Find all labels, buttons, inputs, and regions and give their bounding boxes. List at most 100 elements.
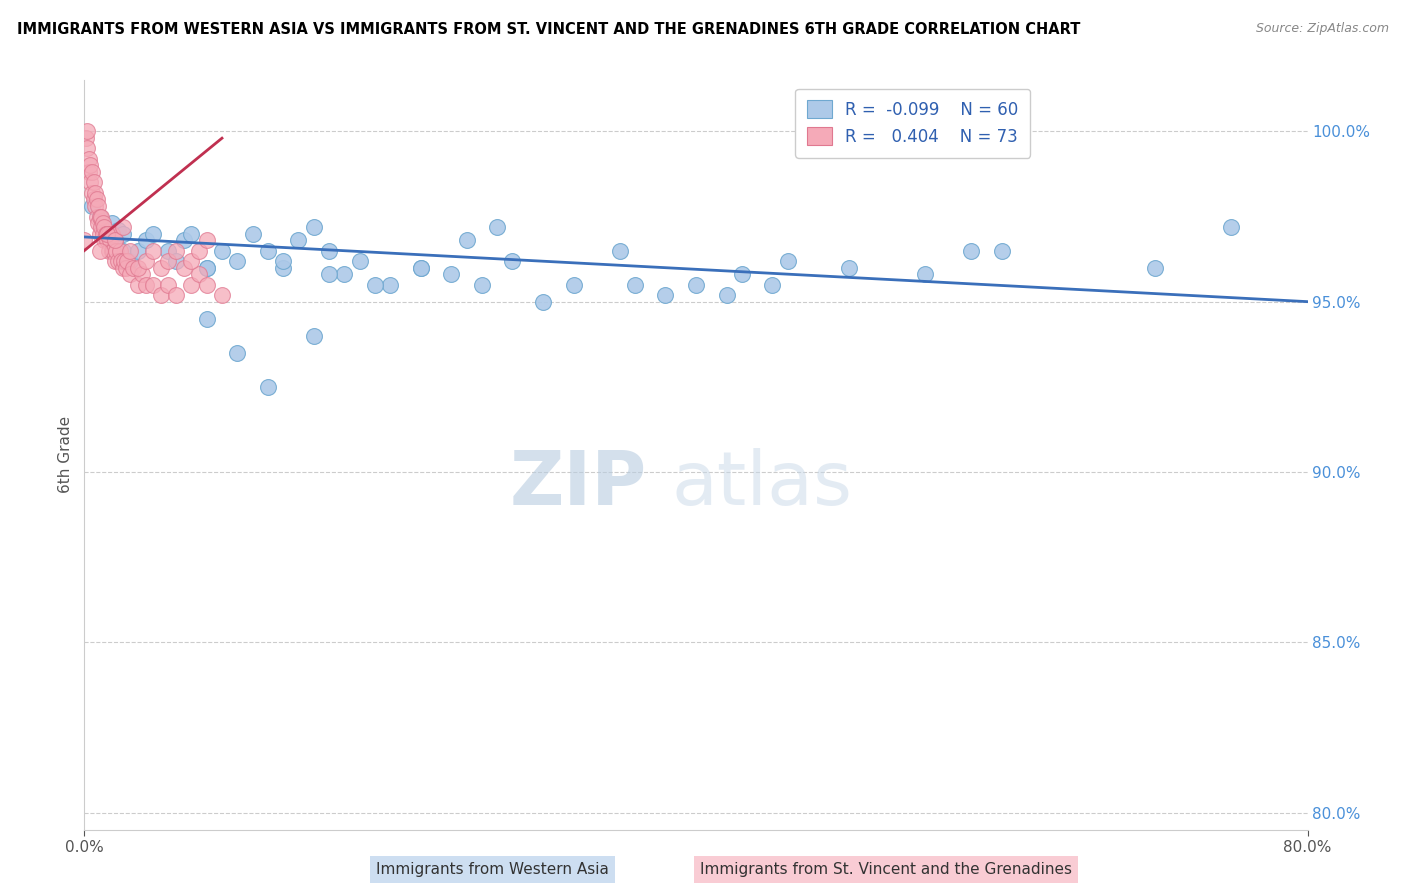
Point — [142, 244, 165, 258]
Point — [98, 233, 121, 247]
Point — [188, 268, 211, 282]
Point — [75, 131, 97, 145]
Point — [195, 311, 218, 326]
Point — [211, 244, 233, 258]
Point — [135, 277, 157, 292]
Point — [135, 253, 157, 268]
Point — [531, 294, 554, 309]
Point — [80, 165, 103, 179]
Point — [97, 244, 120, 258]
Point — [149, 288, 172, 302]
Point — [96, 227, 118, 241]
Point — [257, 380, 280, 394]
Point — [114, 260, 136, 275]
Point — [105, 244, 128, 258]
Point — [157, 277, 180, 292]
Point — [93, 219, 115, 234]
Point — [173, 233, 195, 247]
Point — [94, 227, 117, 241]
Point — [89, 210, 111, 224]
Point — [127, 244, 149, 258]
Point — [127, 260, 149, 275]
Point — [101, 244, 124, 258]
Point — [776, 253, 799, 268]
Point — [188, 244, 211, 258]
Point — [409, 260, 432, 275]
Point — [142, 227, 165, 241]
Point — [83, 176, 105, 190]
Point — [96, 227, 118, 241]
Point — [409, 260, 432, 275]
Point — [165, 244, 187, 258]
Point — [562, 277, 585, 292]
Point — [103, 244, 125, 258]
Point — [173, 260, 195, 275]
Point — [91, 216, 114, 230]
Point — [157, 244, 180, 258]
Point — [211, 288, 233, 302]
Point — [104, 233, 127, 247]
Point — [112, 253, 135, 268]
Point — [486, 219, 509, 234]
Point — [502, 253, 524, 268]
Point — [165, 288, 187, 302]
Point — [333, 268, 356, 282]
Point — [97, 227, 120, 241]
Point — [195, 233, 218, 247]
Point — [89, 244, 111, 258]
Y-axis label: 6th Grade: 6th Grade — [58, 417, 73, 493]
Point — [226, 253, 249, 268]
Point — [101, 227, 124, 241]
Point — [380, 277, 402, 292]
Point — [108, 244, 131, 258]
Point — [79, 176, 101, 190]
Point — [195, 260, 218, 275]
Text: Immigrants from Western Asia: Immigrants from Western Asia — [375, 863, 609, 877]
Point — [716, 288, 738, 302]
Point — [914, 268, 936, 282]
Point — [287, 233, 309, 247]
Point — [104, 233, 127, 247]
Point — [90, 210, 112, 224]
Point — [96, 227, 118, 241]
Point — [135, 233, 157, 247]
Point — [110, 253, 132, 268]
Point — [104, 233, 127, 247]
Point — [257, 244, 280, 258]
Point — [195, 260, 218, 275]
Point — [991, 244, 1014, 258]
Point — [111, 227, 134, 241]
Point — [318, 244, 340, 258]
Text: Immigrants from St. Vincent and the Grenadines: Immigrants from St. Vincent and the Gren… — [700, 863, 1071, 877]
Point — [318, 268, 340, 282]
Point — [115, 253, 138, 268]
Point — [165, 253, 187, 268]
Point — [471, 277, 494, 292]
Point — [83, 193, 105, 207]
Point — [180, 227, 202, 241]
Point — [195, 277, 218, 292]
Point — [79, 158, 101, 172]
Point — [609, 244, 631, 258]
Point — [86, 193, 108, 207]
Point — [838, 260, 860, 275]
Point — [127, 277, 149, 292]
Point — [242, 227, 264, 241]
Point — [131, 268, 153, 282]
Point — [440, 268, 463, 282]
Point — [120, 244, 142, 258]
Text: Source: ZipAtlas.com: Source: ZipAtlas.com — [1256, 22, 1389, 36]
Point — [960, 244, 983, 258]
Point — [1143, 260, 1166, 275]
Point — [96, 233, 118, 247]
Point — [76, 124, 98, 138]
Point — [89, 227, 111, 241]
Point — [1220, 219, 1243, 234]
Point — [149, 260, 172, 275]
Point — [89, 210, 111, 224]
Point — [761, 277, 783, 292]
Point — [80, 186, 103, 200]
Point — [180, 253, 202, 268]
Point — [77, 165, 100, 179]
Point — [271, 253, 294, 268]
